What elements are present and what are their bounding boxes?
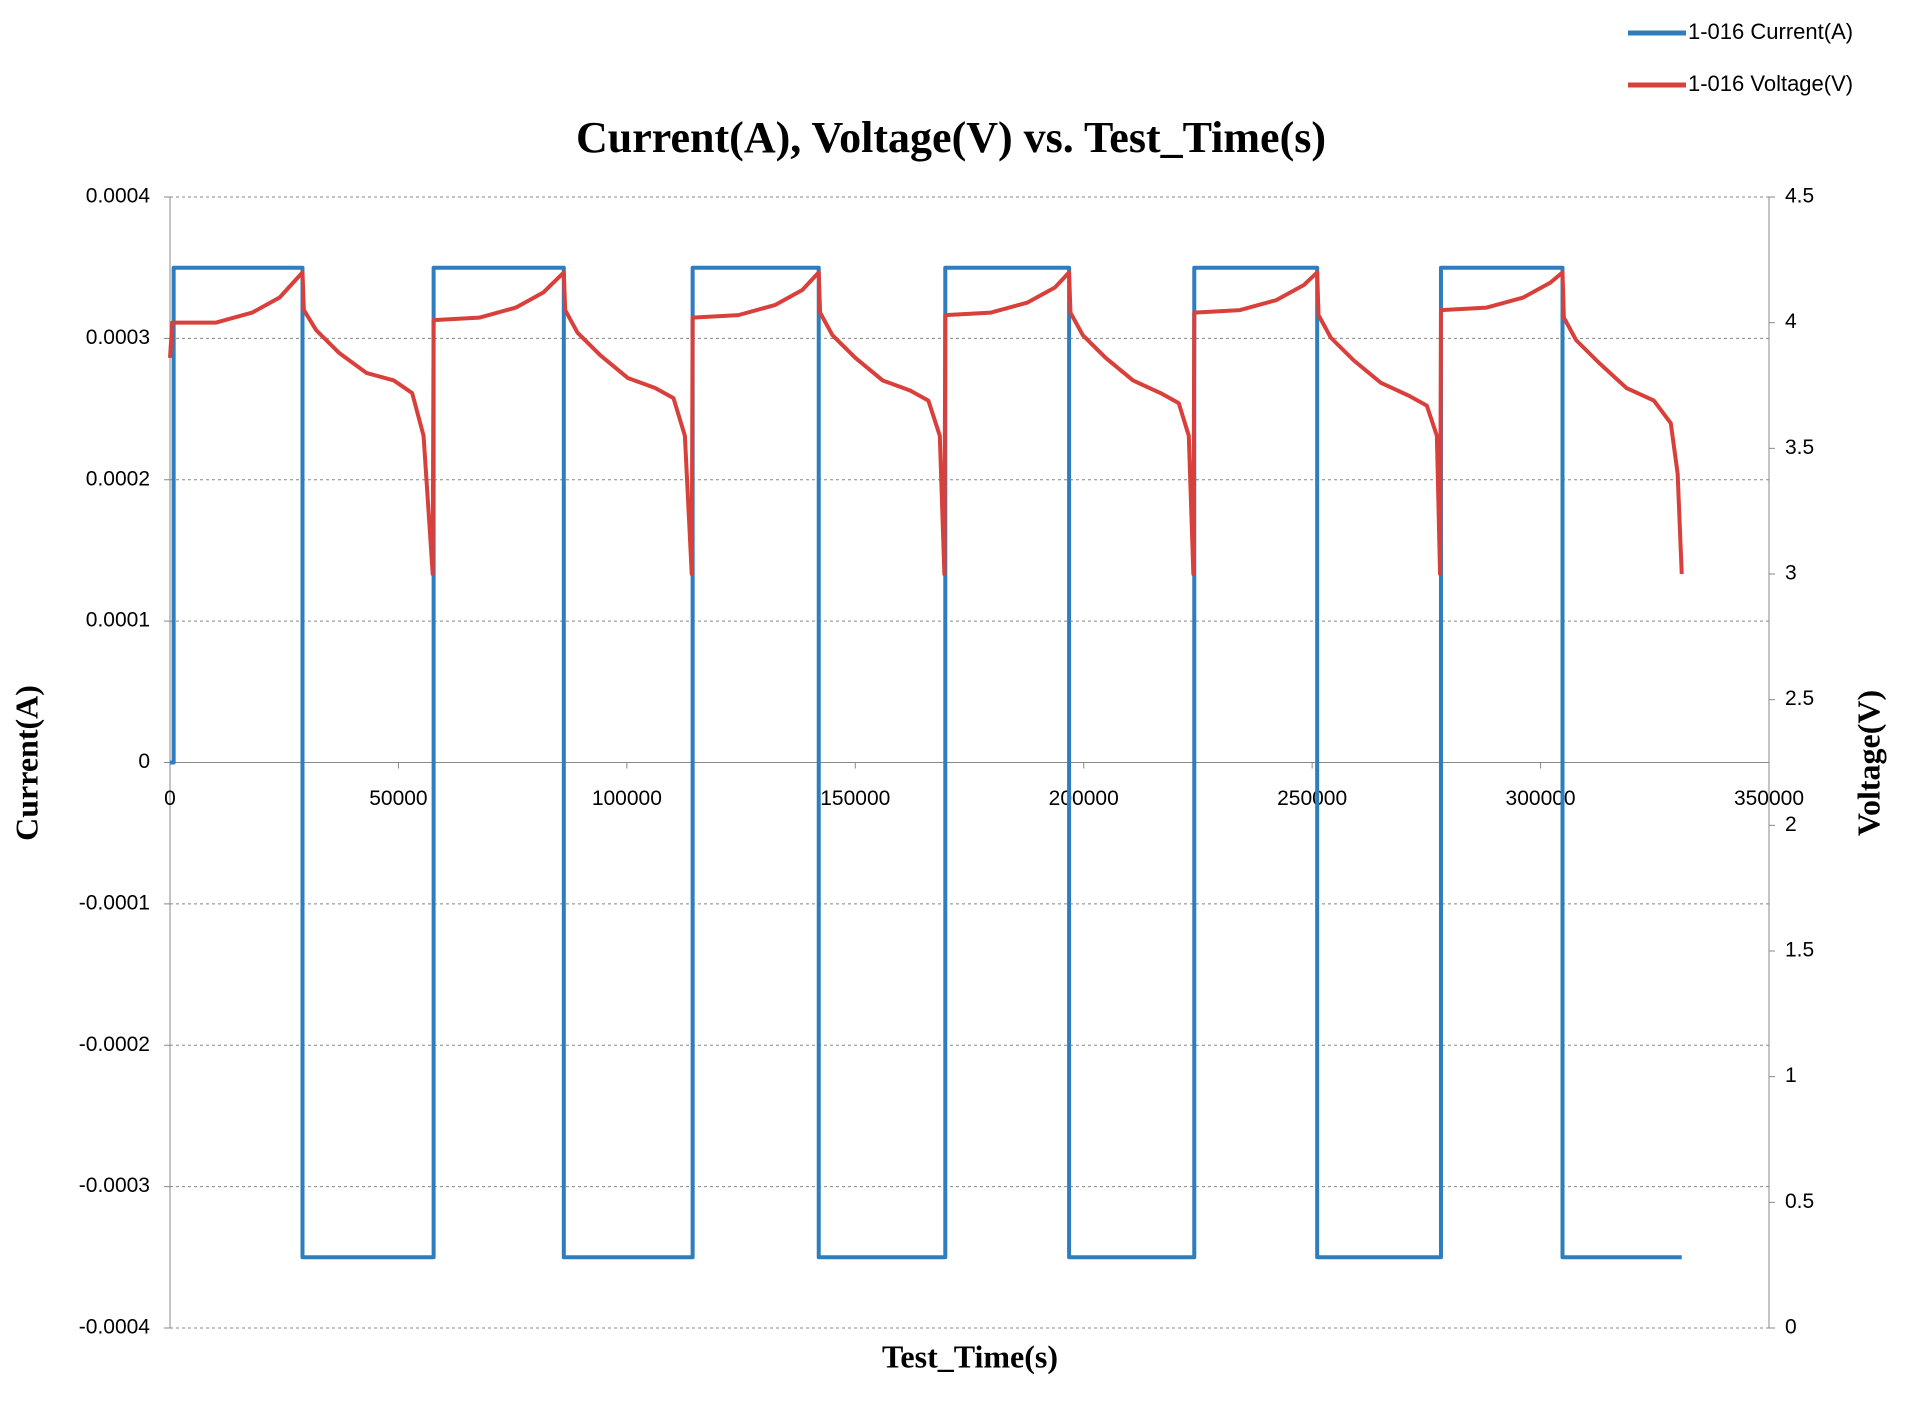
x-tick-label: 150000 xyxy=(820,787,890,810)
y2-tick-label: 1.5 xyxy=(1785,939,1814,962)
x-tick-label: 0 xyxy=(164,787,176,810)
x-tick-label: 200000 xyxy=(1049,787,1119,810)
y2-axis-label: Voltage(V) xyxy=(1850,690,1886,836)
y-tick-label: 0.0004 xyxy=(86,185,151,208)
y-axis-label: Current(A) xyxy=(8,685,44,841)
chart-title: Current(A), Voltage(V) vs. Test_Time(s) xyxy=(576,113,1326,162)
series-line xyxy=(168,270,1684,576)
y2-tick-label: 0 xyxy=(1785,1316,1797,1339)
y-tick-label: 0 xyxy=(138,750,150,773)
x-axis-label: Test_Time(s) xyxy=(882,1338,1058,1374)
x-tick-label: 300000 xyxy=(1506,787,1576,810)
x-tick-label: 350000 xyxy=(1734,787,1804,810)
y2-tick-label: 3.5 xyxy=(1785,436,1814,459)
y2-tick-label: 2.5 xyxy=(1785,687,1814,710)
y-tick-label: -0.0003 xyxy=(79,1174,150,1197)
y-tick-label: -0.0001 xyxy=(79,891,150,914)
y-tick-label: 0.0003 xyxy=(86,326,150,349)
x-tick-label: 100000 xyxy=(592,787,662,810)
y-tick-label: 0.0002 xyxy=(86,467,150,490)
y-tick-label: 0.0001 xyxy=(86,609,150,632)
y2-tick-label: 2 xyxy=(1785,813,1797,836)
x-tick-label: 50000 xyxy=(369,787,427,810)
y2-tick-label: 0.5 xyxy=(1785,1190,1814,1213)
series-line xyxy=(170,265,1682,1260)
y2-tick-label: 3 xyxy=(1785,562,1797,585)
y2-tick-label: 1 xyxy=(1785,1064,1797,1087)
x-tick-label: 250000 xyxy=(1277,787,1347,810)
legend-label: 1-016 Current(A) xyxy=(1688,19,1853,44)
y2-tick-label: 4.5 xyxy=(1785,185,1814,208)
y2-tick-label: 4 xyxy=(1785,310,1797,333)
y-tick-label: -0.0002 xyxy=(79,1033,150,1056)
legend-label: 1-016 Voltage(V) xyxy=(1688,71,1853,96)
y-tick-label: -0.0004 xyxy=(79,1316,151,1339)
